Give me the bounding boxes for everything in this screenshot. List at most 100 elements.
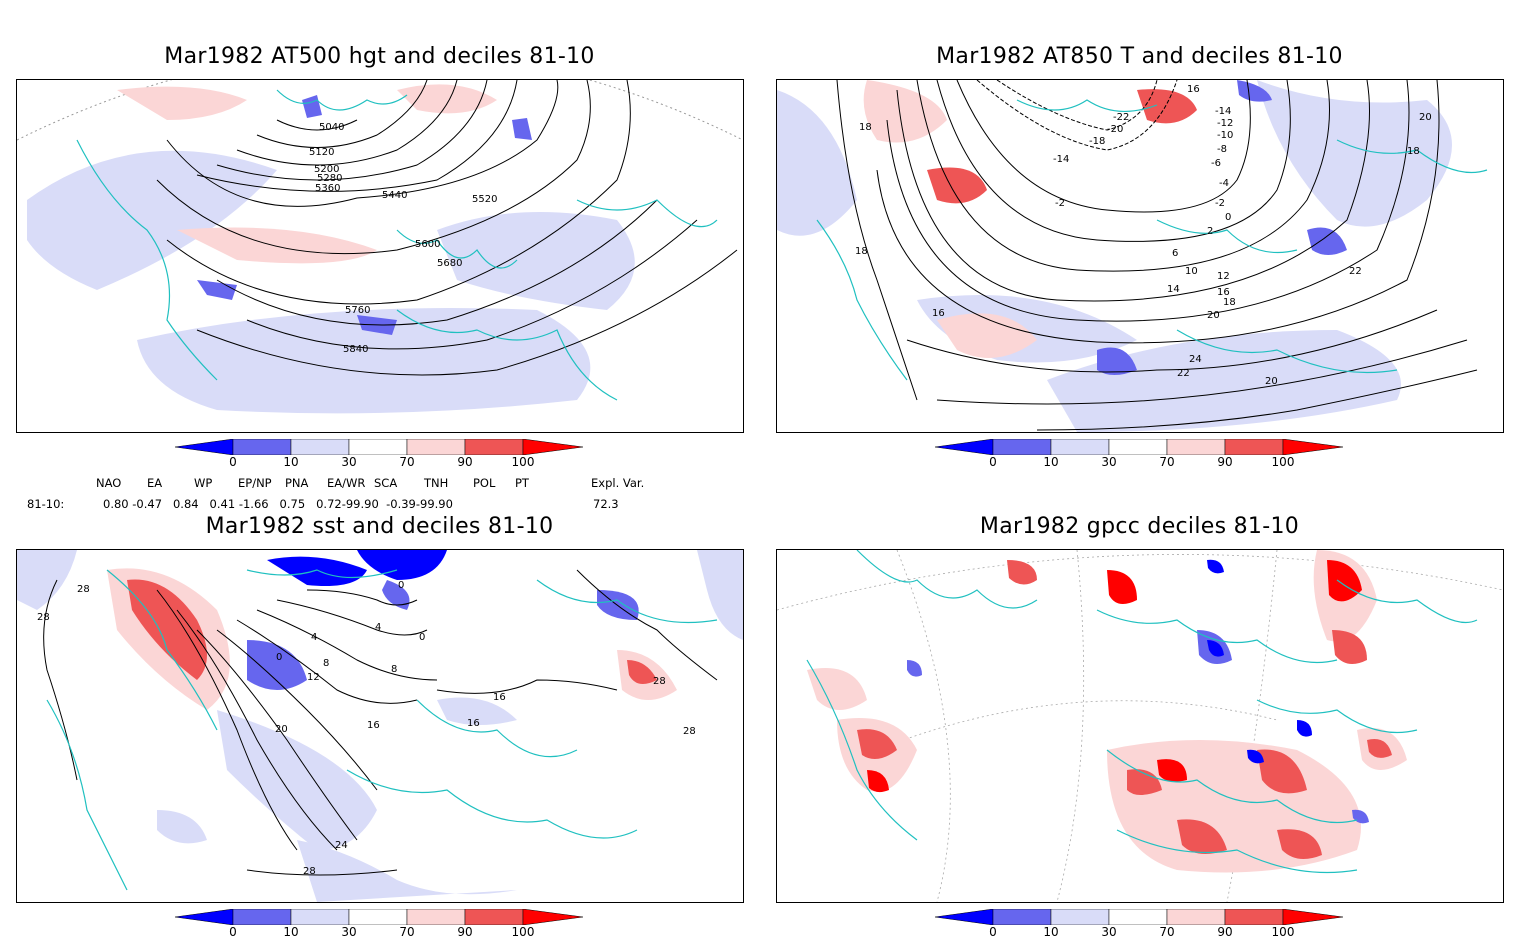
cb2-tick-3: 70 (1159, 455, 1175, 469)
svg-text:-2: -2 (1215, 198, 1225, 209)
tele-header-explvar: Expl. Var. (591, 476, 645, 490)
cb4-tick-1: 10 (1043, 925, 1059, 939)
svg-text:8: 8 (391, 664, 397, 675)
svg-text:4: 4 (311, 632, 317, 643)
svg-text:12: 12 (1217, 271, 1230, 282)
colorbar-top-right: 0 10 30 70 90 100 (934, 438, 1345, 471)
svg-text:5280: 5280 (317, 173, 342, 184)
colorbar-bottom-left-svg (174, 908, 584, 926)
svg-text:0: 0 (1225, 212, 1231, 223)
colorbar-bottom-right-svg (934, 908, 1344, 926)
svg-text:-14: -14 (1053, 154, 1069, 165)
cb2-tick-2: 30 (1101, 455, 1117, 469)
svg-text:16: 16 (367, 720, 380, 731)
svg-text:-14: -14 (1215, 106, 1231, 117)
colorbar-top-left: 0 10 30 70 90 100 (174, 438, 585, 471)
map-sst: 28 28 0 0 4 4 8 8 12 16 16 16 20 24 28 2… (16, 549, 744, 903)
cb2-tick-5: 100 (1271, 455, 1295, 469)
cb-tick-0: 0 (229, 455, 237, 469)
svg-text:-4: -4 (1219, 178, 1229, 189)
colorbar-top-left-svg (174, 438, 584, 456)
svg-text:6: 6 (1172, 248, 1178, 259)
cb-tick-2: 30 (341, 455, 357, 469)
map-t850-canvas: 16 -14 -12 -10 -8 -6 -4 -2 0 2 6 10 12 1… (777, 80, 1488, 432)
svg-text:5360: 5360 (315, 183, 340, 194)
cb4-tick-2: 30 (1101, 925, 1117, 939)
tele-row-values: 0.80 -0.47 0.84 0.41 -1.66 0.75 0.72-99.… (103, 497, 453, 511)
svg-text:24: 24 (1189, 354, 1202, 365)
cb-seg-1 (232, 438, 292, 456)
svg-text:4: 4 (375, 622, 381, 633)
cb4-tick-0: 0 (989, 925, 997, 939)
svg-text:28: 28 (653, 676, 666, 687)
cb3-tick-2: 30 (341, 925, 357, 939)
tele-header-pna: PNA (285, 476, 309, 490)
cb4-tick-3: 70 (1159, 925, 1175, 939)
cb-tick-4: 90 (457, 455, 473, 469)
svg-text:16: 16 (1217, 287, 1230, 298)
cb3-tick-1: 10 (283, 925, 299, 939)
svg-text:18: 18 (859, 122, 872, 133)
svg-text:22: 22 (1349, 266, 1362, 277)
tele-header-tnh: TNH (424, 476, 449, 490)
tele-row-explvar: 72.3 (593, 497, 619, 511)
svg-text:5760: 5760 (345, 305, 370, 316)
svg-text:-8: -8 (1217, 144, 1227, 155)
svg-text:0: 0 (276, 652, 282, 663)
cb-seg-3 (348, 438, 408, 456)
colorbar-bottom-right: 0 10 30 70 90 100 (934, 908, 1345, 941)
tele-header-eawr: EA/WR (327, 476, 366, 490)
svg-text:0: 0 (419, 632, 425, 643)
panel-title-t850: Mar1982 AT850 T and deciles 81-10 (936, 44, 1343, 69)
svg-text:-20: -20 (1107, 124, 1123, 135)
map-gpcc (776, 549, 1504, 903)
cb-seg-4 (406, 438, 466, 456)
svg-text:-10: -10 (1217, 130, 1233, 141)
map-gpcc-canvas (777, 550, 1503, 902)
panel-title-hgt500: Mar1982 AT500 hgt and deciles 81-10 (164, 44, 595, 69)
cb3-tick-4: 90 (457, 925, 473, 939)
svg-text:14: 14 (1167, 284, 1180, 295)
cb3-tick-5: 100 (511, 925, 535, 939)
svg-text:28: 28 (77, 584, 90, 595)
svg-text:-18: -18 (1089, 136, 1105, 147)
cb3-tick-3: 70 (399, 925, 415, 939)
panel-title-sst: Mar1982 sst and deciles 81-10 (205, 514, 554, 539)
svg-text:10: 10 (1185, 266, 1198, 277)
cb4-tick-5: 100 (1271, 925, 1295, 939)
svg-text:5040: 5040 (319, 122, 344, 133)
svg-text:-22: -22 (1113, 112, 1129, 123)
cb-tick-3: 70 (399, 455, 415, 469)
tele-header-ea: EA (147, 476, 163, 490)
svg-text:16: 16 (1187, 84, 1200, 95)
svg-text:22: 22 (1177, 368, 1190, 379)
tele-header-pol: POL (473, 476, 496, 490)
svg-text:8: 8 (323, 658, 329, 669)
svg-text:2: 2 (1207, 226, 1213, 237)
map-sst-canvas: 28 28 0 0 4 4 8 8 12 16 16 16 20 24 28 2… (17, 550, 743, 902)
svg-text:5680: 5680 (437, 258, 462, 269)
svg-text:-2: -2 (1055, 198, 1065, 209)
svg-text:28: 28 (683, 726, 696, 737)
tele-header-epnp: EP/NP (238, 476, 272, 490)
cb-seg-6 (522, 438, 584, 456)
cb-seg-2 (290, 438, 350, 456)
tele-row-label: 81-10: (27, 497, 65, 511)
svg-text:-12: -12 (1217, 118, 1233, 129)
cb-seg-0 (174, 438, 234, 456)
svg-text:28: 28 (303, 866, 316, 877)
svg-text:18: 18 (1223, 297, 1236, 308)
svg-text:16: 16 (932, 308, 945, 319)
svg-text:16: 16 (467, 718, 480, 729)
panel-title-gpcc: Mar1982 gpcc deciles 81-10 (979, 514, 1300, 539)
svg-text:5840: 5840 (343, 344, 368, 355)
svg-text:5200: 5200 (314, 164, 339, 175)
cb-tick-5: 100 (511, 455, 535, 469)
cb-seg-5 (464, 438, 524, 456)
cb3-tick-0: 0 (229, 925, 237, 939)
svg-text:24: 24 (335, 840, 348, 851)
svg-text:20: 20 (1419, 112, 1432, 123)
tele-header-wp: WP (194, 476, 213, 490)
map-hgt500: 5040 5120 5200 5280 5360 5440 5520 5600 … (16, 79, 744, 433)
map-t850: 16 -14 -12 -10 -8 -6 -4 -2 0 2 6 10 12 1… (776, 79, 1504, 433)
